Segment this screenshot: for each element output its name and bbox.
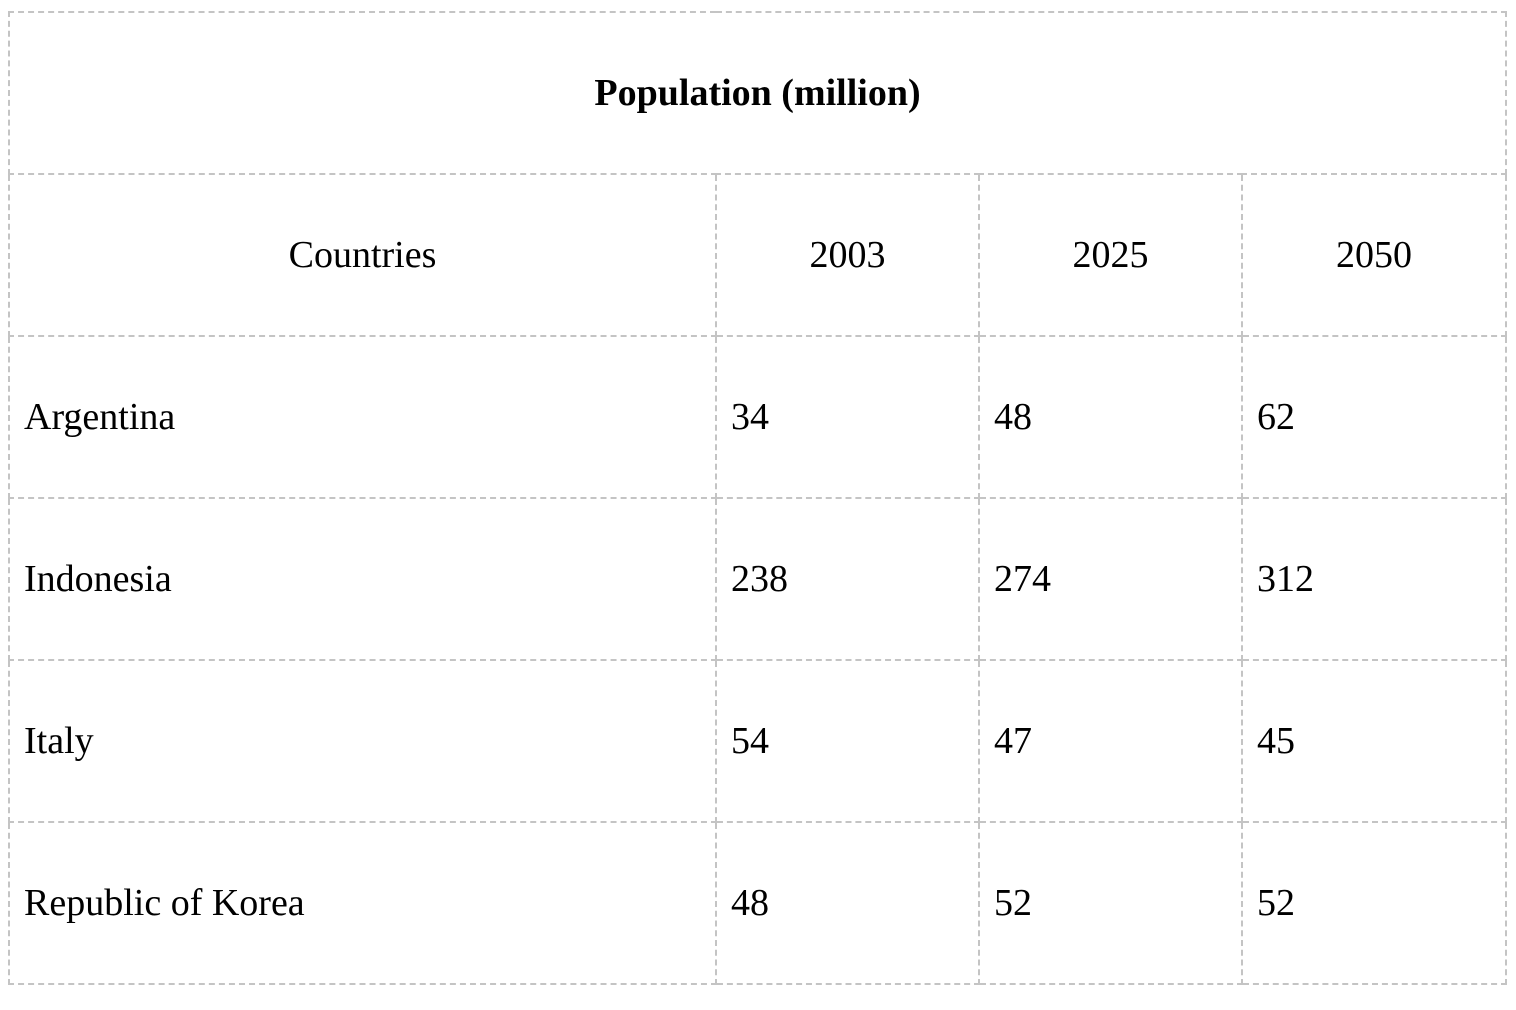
title-row: Population (million) <box>7 11 1508 175</box>
value-cell: 34 <box>715 335 980 499</box>
column-header-year: 2003 <box>715 173 980 337</box>
table-row: Republic of Korea 48 52 52 <box>8 821 1508 985</box>
value-cell: 48 <box>715 821 980 985</box>
value-cell: 52 <box>978 821 1243 985</box>
value-cell: 274 <box>978 497 1243 661</box>
table-body: Argentina 34 48 62 Indonesia 238 274 312 Italy 54… <box>8 335 1508 985</box>
country-cell: Italy <box>8 659 717 823</box>
population-table: Population (million) Countries 2003 2025 20… <box>7 11 1508 985</box>
value-cell: 52 <box>1240 821 1508 985</box>
country-cell: Argentina <box>8 335 717 499</box>
population-table-container: Population (million) Countries 2003 2025 20… <box>7 11 1508 985</box>
value-cell: 62 <box>1240 335 1508 499</box>
value-cell: 47 <box>978 659 1243 823</box>
table-row: Argentina 34 48 62 <box>8 335 1508 499</box>
value-cell: 312 <box>1240 497 1508 661</box>
column-header-countries: Countries <box>8 173 717 337</box>
table-title: Population (million) <box>7 11 1508 175</box>
column-header-year: 2050 <box>1240 173 1508 337</box>
value-cell: 45 <box>1240 659 1508 823</box>
value-cell: 238 <box>715 497 980 661</box>
country-cell: Republic of Korea <box>8 821 717 985</box>
country-cell: Indonesia <box>8 497 717 661</box>
value-cell: 48 <box>978 335 1243 499</box>
value-cell: 54 <box>715 659 980 823</box>
table-row: Italy 54 47 45 <box>8 659 1508 823</box>
header-row: Countries 2003 2025 2050 <box>8 173 1508 337</box>
column-header-year: 2025 <box>978 173 1243 337</box>
table-row: Indonesia 238 274 312 <box>8 497 1508 661</box>
